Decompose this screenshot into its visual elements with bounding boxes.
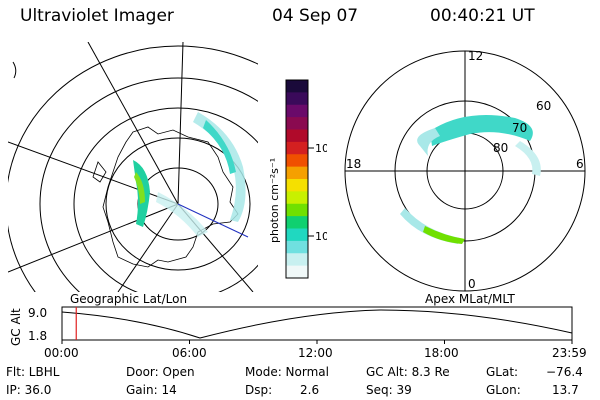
lat-circle bbox=[105, 137, 251, 271]
dsp-value: 2.6 bbox=[300, 383, 320, 397]
time-tick-2359: 23:59 bbox=[552, 346, 587, 360]
colorbar-swatch bbox=[286, 240, 308, 254]
coastline-fragment bbox=[12, 61, 17, 79]
gc-alt-info: GC Alt: 8.3 Re bbox=[366, 365, 450, 379]
gain-info: Gain: 14 bbox=[126, 383, 177, 397]
meridian-line bbox=[8, 203, 179, 273]
aurora-region bbox=[423, 226, 465, 244]
color-bar: 100 10 photon cm⁻²s⁻¹ bbox=[268, 79, 327, 279]
colorbar-swatch bbox=[286, 166, 308, 180]
glat-value: −76.4 bbox=[546, 365, 583, 379]
coastline-fragment bbox=[92, 161, 107, 183]
altitude-ylabel: GC Alt bbox=[9, 308, 23, 346]
aurora-region bbox=[156, 192, 208, 237]
aurora-region bbox=[134, 172, 145, 204]
time-tick-1200: 12:00 bbox=[298, 346, 333, 360]
aurora-region bbox=[203, 120, 236, 174]
colorbar-swatch bbox=[286, 80, 308, 93]
time-tick-1800: 18:00 bbox=[424, 346, 459, 360]
glon-value: 13.7 bbox=[552, 383, 579, 397]
aurora-region bbox=[430, 114, 533, 146]
colorbar-swatch bbox=[286, 265, 308, 279]
mlt-label-18: 18 bbox=[346, 157, 361, 171]
date-label: 04 Sep 07 bbox=[272, 6, 359, 26]
colorbar-swatch bbox=[286, 92, 308, 106]
lat-circle bbox=[39, 77, 258, 292]
meridian-line bbox=[8, 141, 179, 205]
altitude-curve bbox=[61, 309, 573, 339]
mlat-label-70: 70 bbox=[512, 121, 527, 135]
colorbar-tick-10: 10 bbox=[315, 230, 327, 243]
aurora-region bbox=[193, 112, 246, 222]
geographic-map bbox=[8, 42, 258, 292]
geo-projection-label: Geographic Lat/Lon bbox=[70, 292, 188, 306]
colorbar-swatch bbox=[286, 228, 308, 242]
colorbar-swatch bbox=[286, 216, 308, 229]
meridian-line bbox=[87, 42, 179, 205]
door-info: Door: Open bbox=[126, 365, 195, 379]
glon-label: GLon: bbox=[486, 383, 521, 397]
colorbar-swatch bbox=[286, 129, 308, 143]
colorbar-swatch bbox=[286, 191, 308, 205]
aurora-region bbox=[417, 128, 440, 156]
colorbar-swatch bbox=[286, 154, 308, 168]
colorbar-tick-100: 100 bbox=[315, 142, 327, 155]
polar-map: 12 18 6 0 60 70 80 bbox=[344, 49, 586, 292]
sequence-info: Seq: 39 bbox=[366, 383, 412, 397]
altitude-ytick-1.8: 1.8 bbox=[28, 329, 47, 343]
mlat-label-60: 60 bbox=[536, 99, 551, 113]
instrument-title: Ultraviolet Imager bbox=[20, 6, 174, 26]
dayside-line bbox=[177, 203, 249, 238]
colorbar-swatch bbox=[286, 253, 308, 267]
colorbar-swatch bbox=[286, 117, 308, 130]
mlat-label-80: 80 bbox=[493, 141, 508, 155]
polar-projection-label: Apex MLat/MLT bbox=[425, 292, 515, 306]
meridian-line bbox=[177, 42, 184, 205]
ip-info: IP: 36.0 bbox=[6, 383, 52, 397]
altitude-plot: GC Alt 9.0 1.8 bbox=[9, 306, 573, 346]
lat-circle bbox=[73, 107, 258, 292]
mlt-label-0: 0 bbox=[468, 277, 476, 291]
altitude-ytick-9: 9.0 bbox=[28, 306, 47, 320]
time-tick-0600: 06:00 bbox=[172, 346, 207, 360]
colorbar-unit-label: photon cm⁻²s⁻¹ bbox=[268, 158, 281, 243]
colorbar-swatch bbox=[286, 179, 308, 192]
coastline bbox=[102, 126, 239, 268]
mlt-label-6: 6 bbox=[576, 157, 584, 171]
time-tick-0000: 00:00 bbox=[44, 346, 79, 360]
glat-label: GLat: bbox=[486, 365, 519, 379]
colorbar-swatch bbox=[286, 104, 308, 118]
filter-info: Flt: LBHL bbox=[6, 365, 60, 379]
colorbar-swatch bbox=[286, 141, 308, 155]
meridian-line bbox=[117, 203, 179, 292]
aurora-region bbox=[515, 141, 541, 176]
mlt-label-12: 12 bbox=[468, 49, 483, 63]
colorbar-swatch bbox=[286, 203, 308, 217]
mode-info: Mode: Normal bbox=[245, 365, 329, 379]
dsp-label: Dsp: bbox=[245, 383, 273, 397]
lat-circle bbox=[8, 45, 258, 292]
time-label: 00:40:21 UT bbox=[430, 6, 535, 26]
